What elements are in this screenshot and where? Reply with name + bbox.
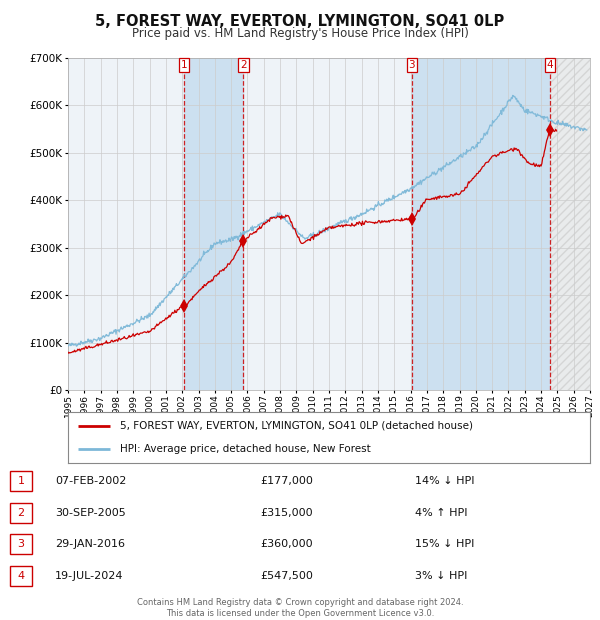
Text: 1: 1 <box>181 60 187 70</box>
Text: 2: 2 <box>17 508 25 518</box>
Text: 1: 1 <box>17 476 25 486</box>
Text: 30-SEP-2005: 30-SEP-2005 <box>55 508 126 518</box>
Text: 5, FOREST WAY, EVERTON, LYMINGTON, SO41 0LP: 5, FOREST WAY, EVERTON, LYMINGTON, SO41 … <box>95 14 505 29</box>
Text: HPI: Average price, detached house, New Forest: HPI: Average price, detached house, New … <box>120 444 371 454</box>
Text: £177,000: £177,000 <box>260 476 313 486</box>
Bar <box>412 58 550 390</box>
Text: 3: 3 <box>17 539 25 549</box>
Text: 3% ↓ HPI: 3% ↓ HPI <box>415 571 467 581</box>
Text: 29-JAN-2016: 29-JAN-2016 <box>55 539 125 549</box>
Text: 14% ↓ HPI: 14% ↓ HPI <box>415 476 475 486</box>
Text: 3: 3 <box>409 60 415 70</box>
Text: £315,000: £315,000 <box>260 508 313 518</box>
Text: Price paid vs. HM Land Registry's House Price Index (HPI): Price paid vs. HM Land Registry's House … <box>131 27 469 40</box>
Bar <box>184 58 244 390</box>
Text: 4: 4 <box>17 571 25 581</box>
Text: £360,000: £360,000 <box>260 539 313 549</box>
Text: This data is licensed under the Open Government Licence v3.0.: This data is licensed under the Open Gov… <box>166 609 434 618</box>
Text: 4% ↑ HPI: 4% ↑ HPI <box>415 508 467 518</box>
Bar <box>550 58 590 390</box>
Text: 15% ↓ HPI: 15% ↓ HPI <box>415 539 475 549</box>
Text: 4: 4 <box>547 60 553 70</box>
Text: Contains HM Land Registry data © Crown copyright and database right 2024.: Contains HM Land Registry data © Crown c… <box>137 598 463 607</box>
Text: £547,500: £547,500 <box>260 571 313 581</box>
Text: 2: 2 <box>240 60 247 70</box>
Text: 19-JUL-2024: 19-JUL-2024 <box>55 571 124 581</box>
Text: 07-FEB-2002: 07-FEB-2002 <box>55 476 127 486</box>
Text: 5, FOREST WAY, EVERTON, LYMINGTON, SO41 0LP (detached house): 5, FOREST WAY, EVERTON, LYMINGTON, SO41 … <box>120 421 473 431</box>
